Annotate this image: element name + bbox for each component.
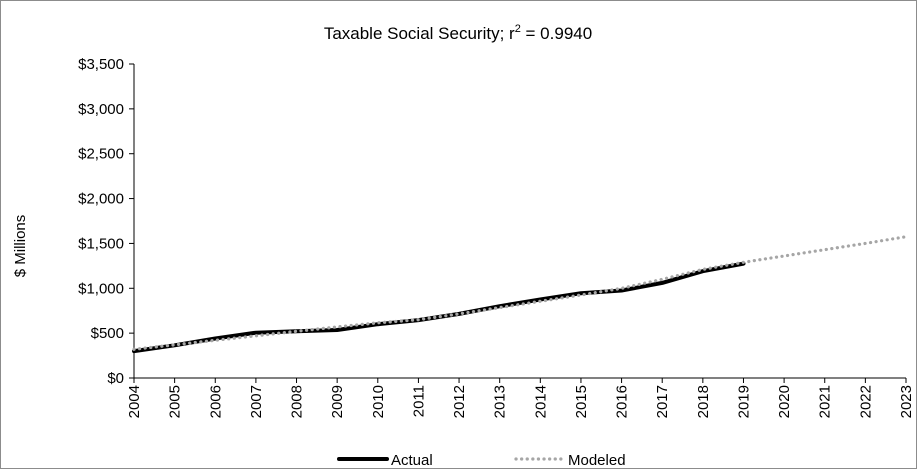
chart-title-superscript: 2 <box>515 23 521 35</box>
x-tick-label: 2014 <box>532 385 549 418</box>
legend: Actual Modeled <box>337 452 626 469</box>
x-tick-label: 2020 <box>776 385 793 418</box>
y-axis-label: $ Millions <box>12 215 29 278</box>
x-tick-label: 2011 <box>410 385 427 417</box>
y-tick-label: $3,000 <box>78 101 124 118</box>
x-tick-label: 2023 <box>898 385 915 418</box>
x-tick-label: 2018 <box>695 385 712 418</box>
x-tick-label: 2007 <box>248 385 265 418</box>
x-tick-label: 2004 <box>126 385 143 418</box>
x-tick-label: 2008 <box>289 385 306 418</box>
y-tick-label: $0 <box>107 370 124 387</box>
series-line-actual <box>132 261 746 354</box>
x-tick-label: 2012 <box>451 385 468 418</box>
chart-title: Taxable Social Security; r2 = 0.9940 <box>324 23 592 43</box>
x-tick-label: 2022 <box>857 385 874 418</box>
chart-title-text: Taxable Social Security; r <box>324 24 515 43</box>
x-tick-label: 2016 <box>614 385 631 418</box>
legend-label-actual: Actual <box>391 452 433 468</box>
legend-label-modeled: Modeled <box>568 452 626 468</box>
plot-area: $0 $500 $1,000 $1,500 $2,000 $2,500 $3,000 $3,5… <box>78 56 915 418</box>
chart-title-suffix: = 0.9940 <box>521 24 592 43</box>
x-tick-label: 2015 <box>573 385 590 418</box>
x-tick-label: 2006 <box>207 385 224 418</box>
y-tick-label: $2,500 <box>78 146 124 163</box>
x-tick-label: 2005 <box>167 385 184 418</box>
x-tick-label: 2013 <box>492 385 509 418</box>
x-tick-label: 2010 <box>370 385 387 418</box>
y-tick-label: $2,000 <box>78 191 124 208</box>
y-tick-label: $1,500 <box>78 235 124 252</box>
x-tick-label: 2017 <box>654 385 671 418</box>
series-line-modeled <box>132 235 908 351</box>
x-tick-label: 2009 <box>329 385 346 418</box>
x-tick-label: 2019 <box>735 385 752 418</box>
y-tick-label: $1,000 <box>78 280 124 297</box>
y-tick-label: $3,500 <box>78 56 124 73</box>
x-tick-label: 2021 <box>817 385 834 418</box>
y-tick-label: $500 <box>91 325 124 342</box>
